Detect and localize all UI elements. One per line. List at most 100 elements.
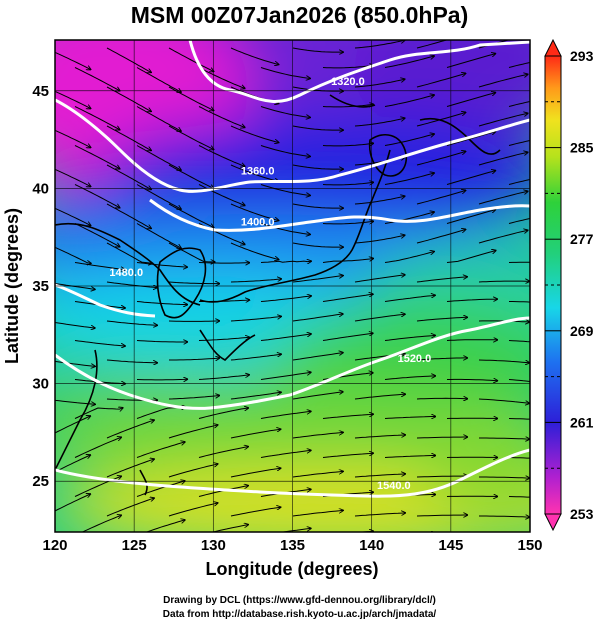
streamline xyxy=(571,218,599,223)
streamline xyxy=(478,230,528,244)
streamline xyxy=(508,178,530,185)
streamline xyxy=(508,418,530,420)
streamline xyxy=(168,503,218,517)
streamline xyxy=(416,277,467,283)
streamline xyxy=(416,358,467,361)
contour-label: 1540.0 xyxy=(377,480,411,492)
streamline xyxy=(292,471,343,478)
streamline xyxy=(478,74,528,88)
streamline xyxy=(136,67,181,93)
streamline xyxy=(571,302,599,308)
streamline xyxy=(446,171,495,185)
streamline xyxy=(292,314,343,322)
streamline xyxy=(384,376,435,380)
y-tick-label: 40 xyxy=(32,180,49,197)
streamline xyxy=(447,379,497,380)
streamline xyxy=(322,294,373,302)
colorbar-tick-label: 277 xyxy=(570,231,594,247)
streamline xyxy=(55,455,90,473)
streamline xyxy=(168,464,218,478)
streamline xyxy=(384,252,434,263)
colorbar-tick-label: 261 xyxy=(570,414,594,430)
streamline xyxy=(198,408,248,419)
streamline xyxy=(106,459,154,478)
streamline xyxy=(106,281,157,288)
streamline xyxy=(136,223,181,249)
streamline xyxy=(416,190,466,205)
streamline xyxy=(446,54,495,68)
y-tick-label: 35 xyxy=(32,278,49,295)
streamline xyxy=(260,450,311,458)
streamline xyxy=(198,67,245,89)
streamline xyxy=(168,47,214,71)
streamline xyxy=(508,217,530,224)
streamline xyxy=(384,173,434,185)
x-tick-label: 125 xyxy=(122,537,147,554)
x-tick-label: 140 xyxy=(359,537,384,554)
streamline xyxy=(446,299,497,302)
colorbar-tick-label: 269 xyxy=(570,323,594,339)
x-axis-title: Longitude (degrees) xyxy=(205,559,378,579)
streamline xyxy=(168,321,219,322)
x-tick-label: 135 xyxy=(280,537,305,554)
streamline xyxy=(446,132,495,146)
streamline xyxy=(74,223,120,247)
streamline xyxy=(136,341,187,343)
colorbar-min-arrow xyxy=(544,513,562,532)
streamline xyxy=(136,145,181,171)
streamline xyxy=(74,262,125,270)
streamline xyxy=(508,457,530,459)
streamline xyxy=(198,375,249,380)
streamline xyxy=(416,515,467,516)
streamline xyxy=(508,379,530,382)
colorbar-max-arrow xyxy=(544,38,562,57)
streamline xyxy=(384,417,435,419)
streamline xyxy=(446,251,496,263)
streamline xyxy=(384,335,435,341)
streamline xyxy=(478,281,529,282)
streamline xyxy=(55,321,95,328)
streamline xyxy=(55,90,91,109)
streamline xyxy=(508,100,530,107)
streamline xyxy=(541,40,591,48)
streamline xyxy=(479,516,529,517)
streamline xyxy=(322,104,373,108)
colorbar-tick-label: 293 xyxy=(570,48,594,64)
streamline xyxy=(292,392,343,400)
streamline xyxy=(230,279,281,283)
streamline xyxy=(571,341,599,348)
streamline xyxy=(354,513,405,517)
streamline xyxy=(354,235,405,244)
streamline xyxy=(416,437,467,438)
streamline xyxy=(168,425,218,439)
streamline xyxy=(446,93,495,107)
streamline xyxy=(571,179,599,184)
streamline xyxy=(416,151,466,166)
streamline xyxy=(260,145,310,157)
streamline xyxy=(230,47,279,65)
streamline xyxy=(322,221,373,225)
streamline xyxy=(230,507,281,517)
streamline xyxy=(384,456,435,458)
streamline xyxy=(571,380,599,387)
contour-label: 1520.0 xyxy=(398,353,432,365)
streamline xyxy=(106,164,151,189)
streamline xyxy=(479,438,529,439)
streamline xyxy=(136,442,185,458)
streamline xyxy=(74,106,120,130)
contour-labels: 1320.0 1360.0 1400.0 1480.0 1520.0 1540.0 xyxy=(109,76,431,492)
height-contours xyxy=(55,40,530,498)
contour-label: 1320.0 xyxy=(331,76,365,88)
x-tick-label: 130 xyxy=(201,537,226,554)
streamline xyxy=(416,317,467,322)
streamline xyxy=(322,65,373,69)
streamline xyxy=(416,40,449,49)
streamline xyxy=(230,242,279,260)
streamline xyxy=(292,164,343,169)
streamline xyxy=(198,337,249,341)
y-tick-label: 25 xyxy=(32,473,49,490)
streamline xyxy=(354,40,405,49)
streamline xyxy=(292,510,343,517)
streamline xyxy=(55,207,91,226)
streamline xyxy=(354,435,405,439)
